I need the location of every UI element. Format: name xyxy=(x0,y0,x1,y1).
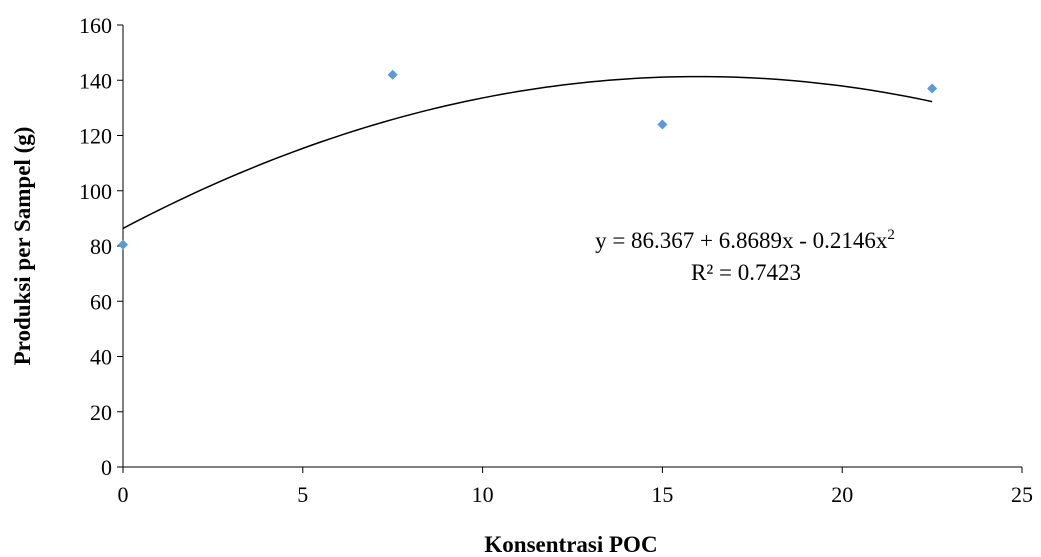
y-tick-label: 120 xyxy=(79,124,112,149)
y-tick-label: 140 xyxy=(79,68,112,93)
y-tick-label: 100 xyxy=(79,179,112,204)
y-tick-label: 40 xyxy=(90,345,112,370)
x-axis-ticks: 0 5 10 15 20 25 xyxy=(118,467,1033,507)
equation-exponent: 2 xyxy=(887,227,895,243)
r-squared-label: R² = 0.7423 xyxy=(691,260,801,285)
y-tick-label: 0 xyxy=(101,455,112,480)
y-axis-title: Produksi per Sampel (g) xyxy=(10,127,35,366)
trendline xyxy=(122,75,933,230)
y-axis-ticks: 0 20 40 60 80 100 120 140 160 xyxy=(79,13,123,480)
x-tick-label: 15 xyxy=(651,482,673,507)
data-point xyxy=(927,83,938,94)
trendline-equation: y = 86.367 + 6.8689x - 0.2146x2 xyxy=(595,227,895,253)
data-point xyxy=(118,239,128,250)
data-point xyxy=(657,119,668,130)
x-tick-label: 10 xyxy=(472,482,494,507)
x-axis-title: Konsentrasi POC xyxy=(484,532,657,557)
data-points xyxy=(118,69,938,250)
y-tick-label: 160 xyxy=(79,13,112,38)
x-tick-label: 20 xyxy=(831,482,853,507)
y-tick-label: 80 xyxy=(90,234,112,259)
y-tick-label: 20 xyxy=(90,400,112,425)
x-tick-label: 5 xyxy=(297,482,308,507)
data-point xyxy=(387,69,398,80)
y-tick-label: 60 xyxy=(90,289,112,314)
x-tick-label: 25 xyxy=(1011,482,1033,507)
x-tick-label: 0 xyxy=(118,482,129,507)
